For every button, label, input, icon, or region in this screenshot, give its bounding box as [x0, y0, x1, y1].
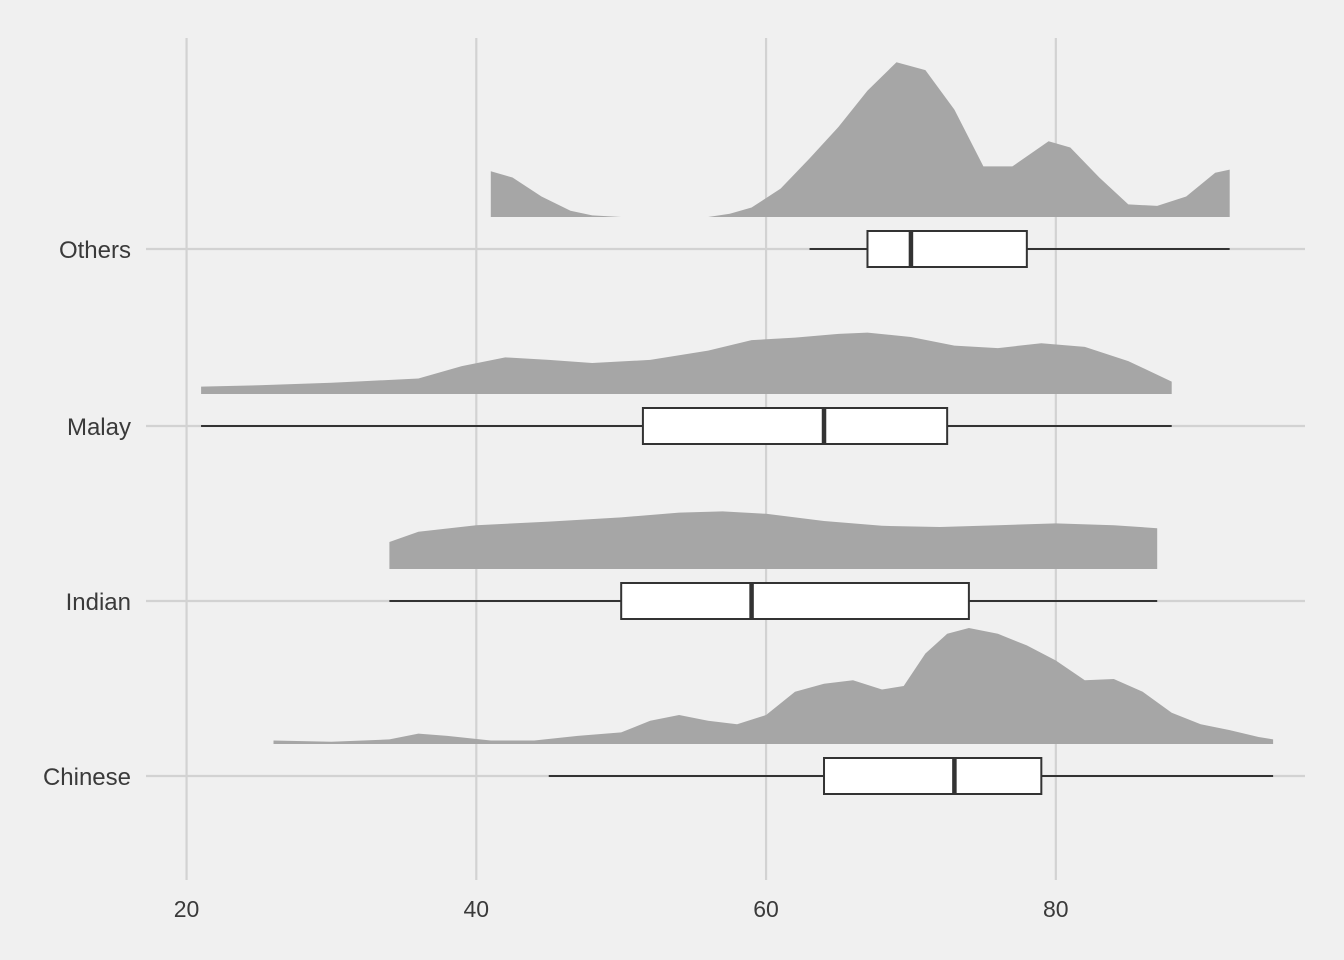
y-category-label-chinese: Chinese [43, 764, 131, 791]
y-axis-labels: Chinese Indian Malay Others [43, 237, 131, 791]
box-malay [641, 407, 949, 445]
x-tick-label-80: 80 [1043, 896, 1069, 922]
box-others [866, 230, 1028, 268]
y-category-label-indian: Indian [66, 589, 131, 616]
y-category-label-others: Others [59, 237, 131, 264]
y-category-label-malay: Malay [67, 414, 131, 441]
box-indian [620, 582, 970, 620]
boxplots [201, 230, 1274, 795]
density-cloud-others [490, 62, 1230, 218]
x-tick-label-20: 20 [174, 896, 200, 922]
x-tick-label-60: 60 [753, 896, 779, 922]
x-axis-ticks: 20 40 60 80 [174, 896, 1069, 922]
box-chinese [823, 757, 1043, 795]
density-cloud-indian [389, 511, 1158, 569]
density-cloud-chinese [273, 628, 1274, 744]
density-clouds [201, 62, 1274, 744]
density-cloud-malay [201, 332, 1172, 394]
x-tick-label-40: 40 [464, 896, 490, 922]
